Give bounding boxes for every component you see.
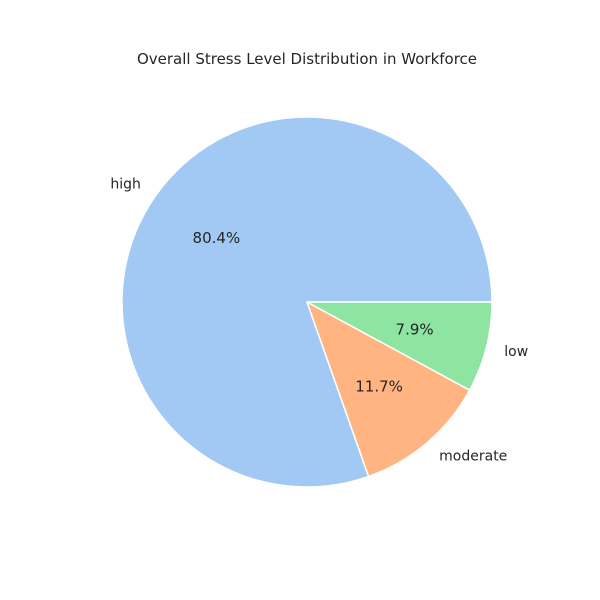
pie-slice-moderate <box>306 301 471 478</box>
pie-slices <box>121 116 493 488</box>
slice-pct-label-low: 7.9% <box>396 320 434 338</box>
slice-label-high: high <box>110 176 141 192</box>
pie-slice-low <box>306 301 493 391</box>
slice-pct-label-high: 80.4% <box>193 229 241 247</box>
chart-title: Overall Stress Level Distribution in Wor… <box>137 50 477 68</box>
slice-label-low: low <box>504 344 528 360</box>
slice-pct-label-moderate: 11.7% <box>355 377 403 395</box>
slice-label-moderate: moderate <box>439 449 507 465</box>
pie-labels: high 80.4% moderate 11.7% low 7.9% <box>110 176 528 464</box>
